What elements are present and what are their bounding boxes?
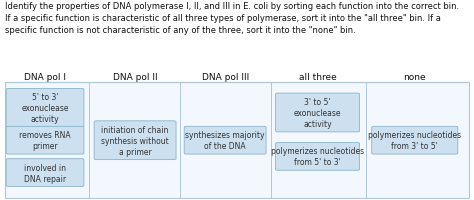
FancyBboxPatch shape	[6, 127, 84, 154]
FancyBboxPatch shape	[94, 121, 176, 160]
FancyBboxPatch shape	[275, 143, 360, 170]
Text: involved in
DNA repair: involved in DNA repair	[24, 163, 66, 183]
FancyBboxPatch shape	[6, 89, 84, 128]
Text: Identify the properties of DNA polymerase I, II, and III in E. coli by sorting e: Identify the properties of DNA polymeras…	[5, 2, 459, 35]
Text: synthesizes majority
of the DNA: synthesizes majority of the DNA	[185, 130, 265, 151]
Text: all three: all three	[299, 73, 337, 81]
Text: DNA pol II: DNA pol II	[113, 73, 157, 81]
FancyBboxPatch shape	[6, 159, 84, 186]
FancyBboxPatch shape	[372, 127, 458, 154]
Text: 5' to 3'
exonuclease
activity: 5' to 3' exonuclease activity	[21, 93, 69, 124]
Text: DNA pol I: DNA pol I	[24, 73, 66, 81]
Text: removes RNA
primer: removes RNA primer	[19, 130, 71, 151]
Text: polymerizes nucleotides
from 3' to 5': polymerizes nucleotides from 3' to 5'	[368, 130, 461, 151]
Text: polymerizes nucleotides
from 5' to 3': polymerizes nucleotides from 5' to 3'	[271, 147, 364, 167]
Text: initiation of chain
synthesis without
a primer: initiation of chain synthesis without a …	[101, 125, 169, 156]
FancyBboxPatch shape	[184, 127, 266, 154]
Text: 3' to 5'
exonuclease
activity: 3' to 5' exonuclease activity	[294, 97, 341, 128]
Text: none: none	[403, 73, 426, 81]
FancyBboxPatch shape	[5, 83, 469, 198]
FancyBboxPatch shape	[275, 94, 360, 132]
Text: DNA pol III: DNA pol III	[201, 73, 249, 81]
